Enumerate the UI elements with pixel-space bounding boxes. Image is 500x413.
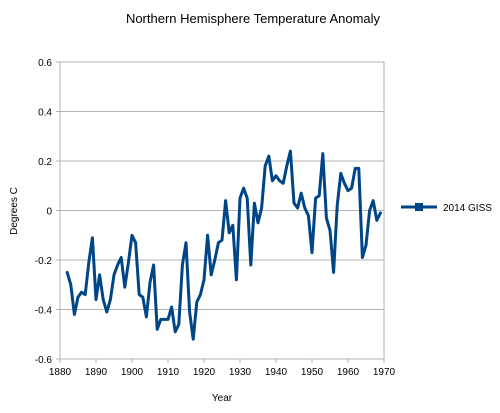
y-tick-label: -0.2 [35,256,53,267]
x-tick-label: 1940 [265,367,288,378]
x-tick-label: 1890 [85,367,108,378]
x-tick-label: 1970 [373,367,396,378]
x-axis-ticks: 1880 1890 1900 1910 1920 1930 1940 1950 1960 1970 [49,359,396,378]
x-tick-label: 1900 [121,367,144,378]
y-axis-label: Degrees C [9,187,20,235]
legend-label: 2014 GISS [443,203,492,214]
series-2014-giss [65,149,382,341]
x-tick-label: 1930 [229,367,252,378]
legend-marker [415,203,423,211]
series-line [65,149,382,341]
x-tick-label: 1950 [301,367,324,378]
x-tick-label: 1920 [193,367,216,378]
x-axis-label: Year [212,393,233,404]
x-tick-label: 1960 [337,367,360,378]
y-tick-label: -0.6 [35,355,53,366]
y-tick-label: -0.4 [35,306,53,317]
chart-title: Northern Hemisphere Temperature Anomaly [126,11,381,26]
y-tick-label: 0.2 [38,157,52,168]
legend: 2014 GISS [401,203,492,214]
y-tick-label: 0 [46,207,52,218]
y-tick-label: 0.4 [38,108,52,119]
y-tick-label: 0.6 [38,58,52,69]
x-tick-label: 1880 [49,367,72,378]
x-tick-label: 1910 [157,367,180,378]
gridlines [60,61,384,360]
y-axis-ticks: -0.6 -0.4 -0.2 0 0.2 0.4 0.6 [35,58,60,366]
